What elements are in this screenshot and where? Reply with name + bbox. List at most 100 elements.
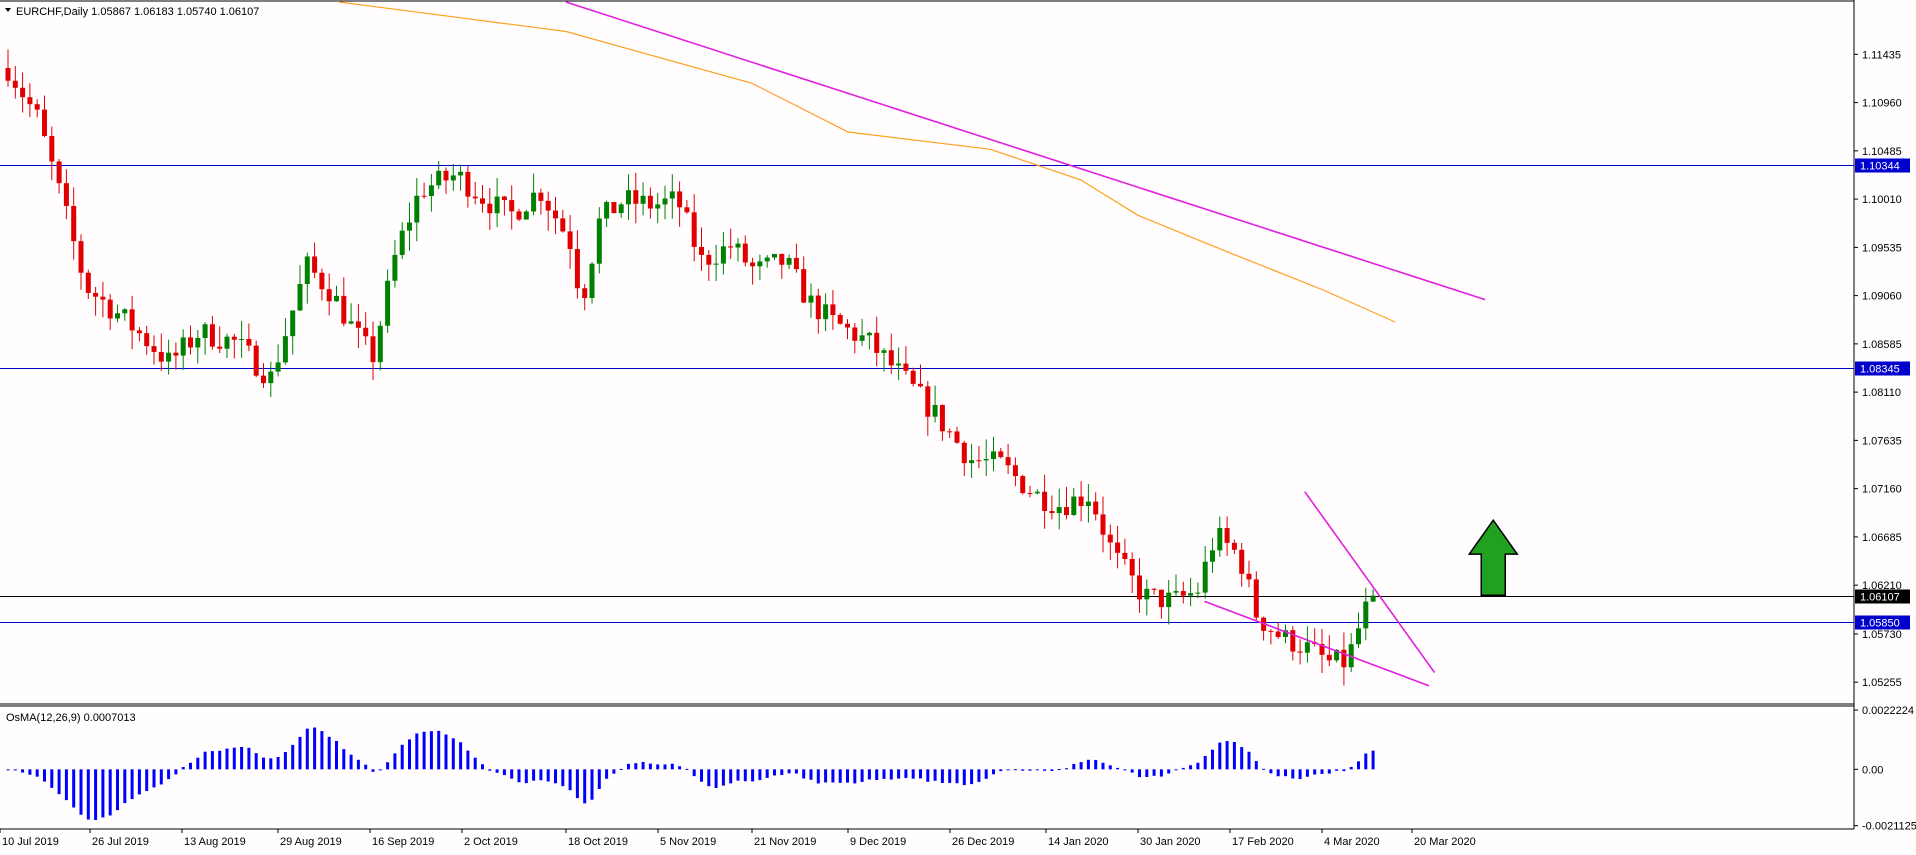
candle (545, 191, 551, 231)
candle (896, 347, 902, 381)
candle (560, 209, 566, 233)
candle (1144, 579, 1150, 616)
candle (195, 330, 201, 364)
candle (728, 228, 734, 259)
osma-bar (1174, 769, 1178, 771)
osma-bar (634, 763, 638, 770)
osma-bar (962, 769, 966, 786)
osma-bar (203, 751, 207, 770)
osma-bar (1247, 751, 1251, 770)
candle (976, 445, 982, 469)
candle (363, 312, 369, 345)
osma-bar (977, 769, 981, 782)
candle (903, 346, 909, 375)
osma-bar (838, 769, 842, 783)
osma-bar (1196, 762, 1200, 770)
osma-bar (429, 731, 433, 770)
candle (699, 227, 704, 271)
candle (202, 321, 208, 355)
osma-bar (860, 769, 864, 782)
osma-bar (517, 769, 521, 783)
osma-bar (64, 769, 68, 801)
osma-bar (853, 769, 857, 784)
candle (494, 178, 500, 228)
osma-bar (539, 769, 543, 781)
candle (764, 255, 770, 268)
osma-bar (773, 769, 776, 776)
osma-bar (904, 769, 908, 779)
candle (618, 202, 624, 218)
trendline-long-downtrend[interactable] (565, 1, 1486, 301)
osma-bar (1079, 762, 1083, 770)
candle (27, 83, 33, 118)
candle (531, 173, 537, 216)
osma-bar (50, 769, 54, 788)
candle (655, 192, 661, 224)
candle (582, 283, 588, 311)
osma-bar (35, 769, 39, 777)
candle (961, 440, 967, 476)
trendline-wedge-upper[interactable] (1304, 491, 1436, 673)
candle (1319, 629, 1325, 673)
candle (1071, 487, 1077, 516)
candle (859, 318, 865, 346)
osma-bar (714, 769, 718, 789)
osma-bar (911, 769, 915, 779)
osma-bar (327, 736, 331, 770)
candle (808, 283, 814, 318)
candle (991, 436, 996, 472)
candle (136, 327, 142, 342)
candle (107, 294, 113, 330)
osma-bar (254, 753, 258, 770)
candle (793, 243, 799, 273)
price-tick-label: 1.09060 (1862, 291, 1902, 303)
osma-bar (867, 769, 871, 780)
osma-bar (919, 769, 922, 779)
price-tick-label: 1.07160 (1862, 484, 1902, 496)
candle (830, 290, 836, 330)
candle (100, 281, 106, 318)
candle (815, 288, 821, 334)
candle (1363, 587, 1369, 641)
candle (735, 238, 741, 262)
osma-bar (1203, 755, 1207, 770)
osma-bar (1094, 759, 1098, 770)
osma-bar (393, 753, 397, 770)
candle (969, 443, 975, 478)
osma-bar (400, 744, 404, 770)
dropdown-triangle-icon[interactable] (5, 8, 11, 12)
date-tick-label: 29 Aug 2019 (280, 836, 342, 848)
osma-bar (1108, 765, 1112, 770)
candle (669, 174, 675, 219)
osma-bar (568, 769, 572, 791)
osma-bar (473, 757, 477, 770)
candle (1275, 622, 1281, 640)
candle (151, 335, 157, 365)
osma-bar (86, 769, 90, 820)
candle (845, 319, 850, 340)
candle (443, 167, 449, 194)
osma-bar (283, 751, 287, 770)
candle (779, 253, 785, 279)
candle (268, 361, 274, 398)
candle (1180, 581, 1186, 604)
candle (407, 202, 412, 251)
candle (472, 181, 478, 205)
price-tick-label: 1.07635 (1862, 435, 1902, 447)
osma-bar (824, 769, 828, 783)
candle (377, 320, 383, 371)
osma-bar (305, 728, 309, 770)
osma-bar (1335, 769, 1339, 771)
date-tick-label: 18 Oct 2019 (568, 836, 628, 848)
candle (385, 269, 391, 333)
osma-bar (1225, 741, 1229, 770)
osma-bar (1050, 769, 1054, 771)
candle (209, 315, 215, 350)
candle (1012, 457, 1018, 487)
candle (414, 178, 420, 242)
trendline-wedge-lower[interactable] (1204, 600, 1430, 687)
osma-bar (451, 738, 455, 770)
candle (888, 333, 894, 375)
osma-bar (700, 769, 703, 782)
osma-bar (685, 768, 689, 770)
